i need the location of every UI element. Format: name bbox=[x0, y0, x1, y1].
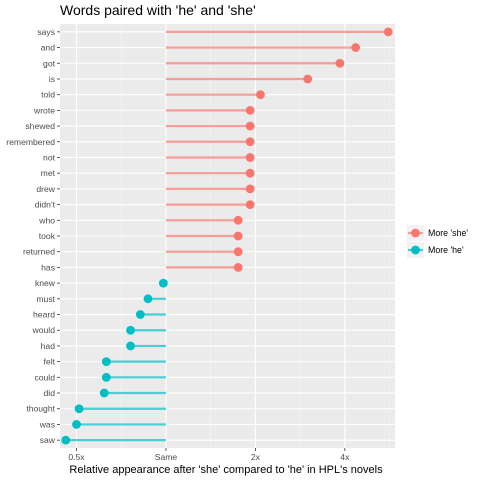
lollipop-point-returned bbox=[233, 247, 243, 257]
lollipop-point-heard bbox=[135, 310, 145, 319]
y-tick-label: has bbox=[41, 262, 55, 272]
y-tick-label: and bbox=[41, 43, 56, 53]
lollipop-point-did bbox=[99, 388, 109, 398]
lollipop-point-saw bbox=[61, 435, 71, 445]
lollipop-point-met bbox=[245, 168, 255, 178]
y-tick-label: took bbox=[39, 231, 56, 241]
x-axis-title: Relative appearance after 'she' compared… bbox=[69, 464, 383, 476]
y-tick-label: says bbox=[37, 27, 55, 37]
y-tick-label: met bbox=[41, 168, 56, 178]
y-tick-label: thought bbox=[26, 404, 55, 414]
y-tick-label: who bbox=[38, 215, 55, 225]
lollipop-point-who bbox=[233, 215, 243, 225]
y-tick-label: drew bbox=[36, 184, 55, 194]
y-tick-label: must bbox=[36, 294, 55, 304]
y-tick-label: returned bbox=[23, 247, 55, 257]
legend: More 'she' More 'he' bbox=[407, 225, 468, 258]
x-tick-label: 4x bbox=[340, 452, 350, 462]
legend-label: More 'she' bbox=[428, 228, 468, 238]
lollipop-point-felt bbox=[101, 357, 111, 367]
lollipop-point-and bbox=[351, 43, 361, 52]
y-tick-label: could bbox=[34, 372, 55, 382]
y-tick-label: saw bbox=[40, 435, 56, 445]
y-tick-label: told bbox=[41, 90, 55, 100]
y-tick-label: not bbox=[43, 152, 56, 162]
lollipop-point-was bbox=[72, 420, 81, 429]
y-tick-label: had bbox=[41, 341, 56, 351]
x-tick-label: 2x bbox=[251, 452, 261, 462]
lollipop-point-says bbox=[383, 27, 393, 37]
lollipop-point-got bbox=[335, 58, 345, 68]
y-tick-label: did bbox=[44, 388, 56, 398]
legend-key-point bbox=[411, 245, 420, 255]
y-tick-label: would bbox=[32, 325, 56, 335]
y-tick-label: heard bbox=[33, 310, 55, 320]
y-tick-label: got bbox=[43, 58, 56, 68]
lollipop-point-would bbox=[126, 325, 135, 335]
x-axis-labels: 0.5x Same 2x 4x bbox=[68, 448, 350, 462]
y-tick-label: knew bbox=[35, 278, 56, 288]
chart-title: Words paired with 'he' and 'she' bbox=[60, 2, 256, 18]
y-tick-label: felt bbox=[44, 357, 56, 367]
lollipop-point-wrote bbox=[245, 105, 255, 115]
lollipop-point-knew bbox=[158, 278, 168, 288]
lollipop-point-is bbox=[303, 74, 313, 84]
lollipop-point-didn't bbox=[245, 200, 255, 209]
lollipop-point-could bbox=[101, 372, 111, 382]
y-tick-label: shewed bbox=[25, 121, 55, 131]
lollipop-point-thought bbox=[74, 404, 84, 414]
y-tick-label: didn't bbox=[35, 200, 56, 210]
y-tick-label: is bbox=[49, 74, 55, 84]
lollipop-point-shewed bbox=[245, 121, 255, 131]
legend-label: More 'he' bbox=[428, 245, 464, 255]
y-axis-labels: says and got is told wrote shewed remembered not… bbox=[6, 27, 60, 445]
lollipop-point-must bbox=[143, 294, 153, 304]
y-tick-label: wrote bbox=[33, 105, 55, 115]
lollipop-point-drew bbox=[245, 184, 255, 194]
y-tick-label: remembered bbox=[6, 137, 55, 147]
legend-key-point bbox=[411, 228, 420, 238]
lollipop-point-had bbox=[126, 341, 135, 351]
lollipop-point-not bbox=[245, 153, 255, 162]
lollipop-point-remembered bbox=[245, 137, 255, 147]
lollipop-point-has bbox=[233, 263, 243, 272]
x-tick-label: 0.5x bbox=[68, 452, 85, 462]
lollipop-marks bbox=[61, 27, 393, 445]
lollipop-point-told bbox=[256, 90, 265, 100]
y-tick-label: was bbox=[39, 419, 55, 429]
x-tick-label: Same bbox=[155, 452, 178, 462]
lollipop-point-took bbox=[233, 231, 243, 241]
